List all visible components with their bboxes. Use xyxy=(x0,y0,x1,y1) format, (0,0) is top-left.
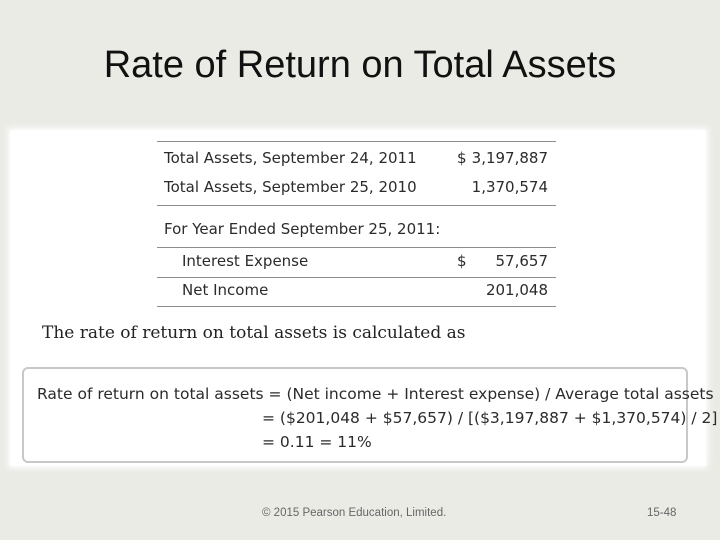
calculation-line: = 0.11 = 11% xyxy=(262,433,372,451)
row-label: Net Income xyxy=(182,281,269,299)
calculation-line: = ($201,048 + $57,657) / [($3,197,887 + … xyxy=(262,409,718,427)
table-row: Interest Expense $ 57,657 xyxy=(157,250,556,272)
row-value: 201,048 xyxy=(485,281,548,299)
row-label: Total Assets, September 25, 2010 xyxy=(164,178,417,196)
row-label: Interest Expense xyxy=(182,252,309,270)
table-row-rule xyxy=(157,277,556,278)
table-bottom-rule xyxy=(157,306,556,307)
row-currency: $ xyxy=(457,149,467,167)
table-row: Net Income 201,048 xyxy=(157,279,556,301)
row-value: 3,197,887 xyxy=(471,149,548,167)
table-row: Total Assets, September 24, 2011 $ 3,197… xyxy=(157,147,556,169)
row-value: 57,657 xyxy=(495,252,549,270)
table-row: Total Assets, September 25, 2010 1,370,5… xyxy=(157,176,556,198)
table-row: For Year Ended September 25, 2011: xyxy=(157,218,556,240)
table-top-rule xyxy=(157,141,556,142)
calculation-box: Rate of return on total assets = (Net in… xyxy=(22,367,717,463)
table-section-rule xyxy=(157,247,556,248)
table-section-rule xyxy=(157,205,556,206)
calculation-line: Rate of return on total assets = (Net in… xyxy=(37,385,714,403)
row-value: 1,370,574 xyxy=(471,178,548,196)
intro-text: The rate of return on total assets is ca… xyxy=(42,323,466,343)
footer-copyright: © 2015 Pearson Education, Limited. xyxy=(262,507,447,519)
page-number: 15-48 xyxy=(647,507,677,519)
slide-title: Rate of Return on Total Assets xyxy=(103,44,617,86)
row-currency: $ xyxy=(457,252,467,270)
row-label: Total Assets, September 24, 2011 xyxy=(164,149,417,167)
row-label: For Year Ended September 25, 2011: xyxy=(164,220,441,238)
